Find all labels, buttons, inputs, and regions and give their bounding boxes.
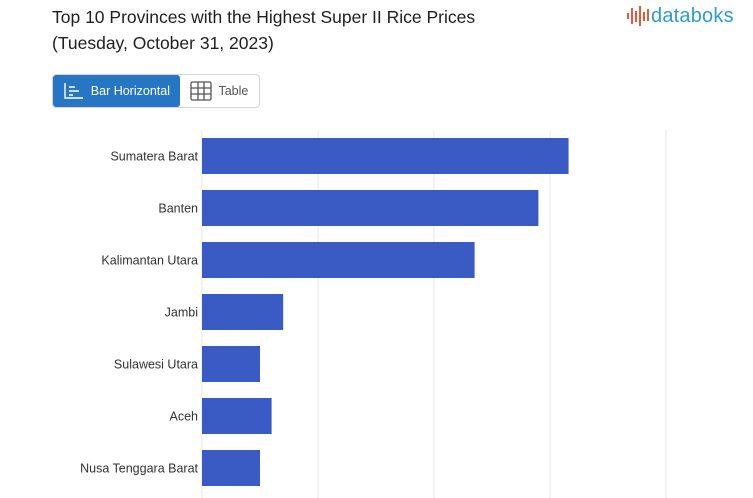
category-labels: Sumatera Barat Banten Kalimantan Utara Jamb… bbox=[80, 150, 198, 476]
bar[interactable] bbox=[202, 190, 539, 226]
title-line-1: Top 10 Provinces with the Highest Super … bbox=[52, 7, 476, 27]
category-label: Jambi bbox=[165, 306, 198, 320]
bar-chart-icon bbox=[64, 83, 83, 99]
chart-title: Top 10 Provinces with the Highest Super … bbox=[52, 4, 592, 56]
table-label: Table bbox=[218, 84, 249, 98]
bar-horizontal-button[interactable]: Bar Horizontal bbox=[53, 75, 180, 107]
category-label: Nusa Tenggara Barat bbox=[80, 462, 198, 476]
category-label: Aceh bbox=[170, 410, 199, 424]
table-icon bbox=[190, 81, 213, 101]
view-toggle: Bar Horizontal Table bbox=[52, 74, 260, 108]
bar[interactable] bbox=[202, 242, 475, 278]
bar[interactable] bbox=[202, 398, 272, 434]
category-label: Banten bbox=[158, 202, 198, 216]
bar[interactable] bbox=[202, 346, 260, 382]
bar[interactable] bbox=[202, 294, 284, 330]
databoks-logo[interactable]: databoks bbox=[626, 4, 734, 28]
title-line-2: (Tuesday, October 31, 2023) bbox=[52, 33, 274, 53]
bar[interactable] bbox=[202, 450, 260, 486]
category-label: Sumatera Barat bbox=[110, 150, 198, 164]
table-button[interactable]: Table bbox=[180, 75, 259, 107]
bars bbox=[202, 138, 569, 486]
databoks-logo-icon bbox=[627, 6, 649, 26]
category-label: Kalimantan Utara bbox=[101, 254, 198, 268]
logo-text: databoks bbox=[651, 4, 734, 27]
bar[interactable] bbox=[202, 138, 569, 174]
category-label: Sulawesi Utara bbox=[114, 358, 198, 372]
bar-horizontal-label: Bar Horizontal bbox=[90, 84, 170, 98]
